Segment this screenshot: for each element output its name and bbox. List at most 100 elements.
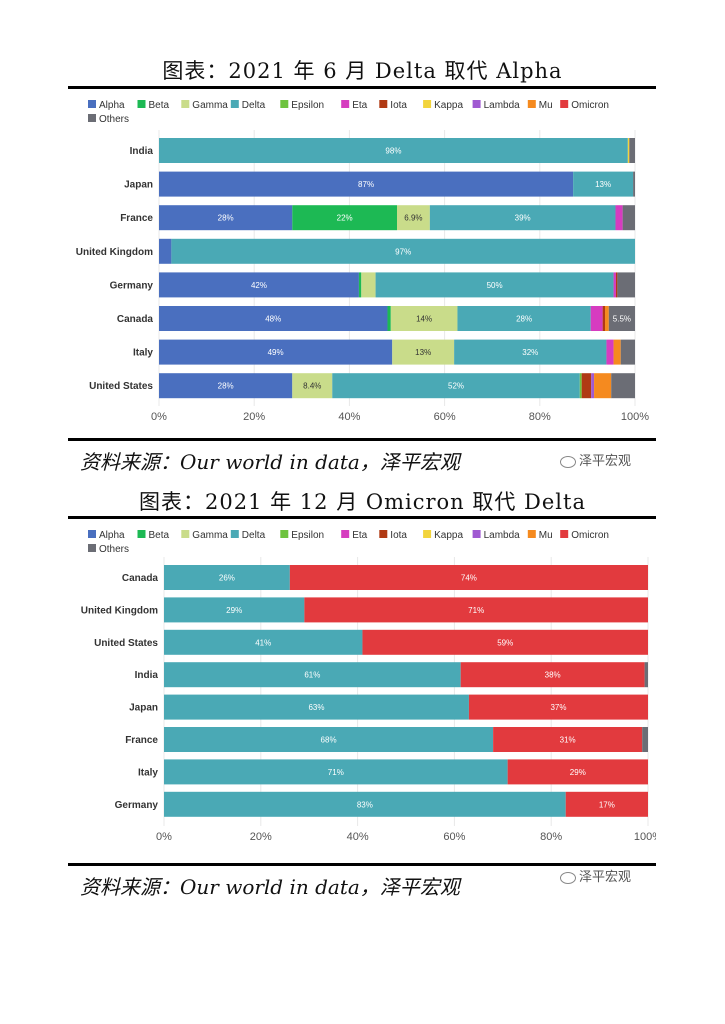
data-label: 48% <box>265 315 281 324</box>
y-category-label: Italy <box>138 767 158 778</box>
wechat-icon <box>560 455 576 468</box>
bar-segment-alpha <box>159 339 393 365</box>
legend-swatch <box>230 100 239 108</box>
y-category-label: United States <box>89 381 153 392</box>
legend-item-omicron: Omicron <box>560 530 609 541</box>
data-label: 71% <box>468 606 484 615</box>
data-label: 14% <box>416 315 432 324</box>
data-label: 17% <box>599 800 615 809</box>
bar-segment-eta <box>590 306 603 331</box>
bar-segment-delta <box>164 565 290 590</box>
y-category-label: Germany <box>110 280 154 291</box>
bar-segment-others <box>611 373 635 399</box>
bar-segment-others <box>644 662 648 688</box>
data-label: 63% <box>308 703 324 712</box>
bar-segment-lambda <box>591 373 595 399</box>
x-tick-label: 20% <box>250 831 272 843</box>
legend-swatch <box>527 100 536 108</box>
bar-segment-omicron <box>507 759 648 785</box>
bar-segment-alpha <box>159 272 359 298</box>
bar-segment-alpha <box>159 306 388 331</box>
legend-swatch <box>88 544 96 552</box>
legend-label: Alpha <box>99 530 125 541</box>
bar-segment-omicron <box>468 694 648 720</box>
data-label: 42% <box>251 281 267 290</box>
data-label: 59% <box>497 638 513 647</box>
bar-segment-others <box>620 339 635 365</box>
data-label: 13% <box>595 180 611 189</box>
bar-segment-others <box>617 272 635 298</box>
bar-segment-kappa <box>627 138 630 163</box>
chart-bottom-plot: Alpha Beta Gamma Delta Epsilon Eta Iota Kappa La… <box>81 530 656 843</box>
legend-swatch <box>472 530 481 538</box>
chart-top-rule-bottom <box>68 438 656 441</box>
bar-segment-eta <box>606 339 614 365</box>
bar-segment-delta <box>332 373 580 399</box>
legend-item-eta: Eta <box>341 100 368 111</box>
y-category-label: United Kingdom <box>76 247 153 258</box>
y-category-label: United States <box>94 638 158 649</box>
legend-item-delta: Delta <box>230 100 266 111</box>
legend-label: Eta <box>352 100 367 111</box>
legend-swatch <box>379 100 388 108</box>
bar-segment-delta <box>164 694 469 720</box>
y-category-label: Japan <box>129 703 158 714</box>
x-tick-label: 100% <box>634 831 656 843</box>
chart-bottom-source: 资料来源：Our world in data，泽平宏观 <box>80 875 460 899</box>
bar-segment-alpha <box>159 205 293 231</box>
y-category-label: India <box>130 146 154 157</box>
legend-swatch <box>341 100 350 108</box>
data-label: 87% <box>358 180 374 189</box>
data-label: 39% <box>515 214 531 223</box>
bar-segment-omicron <box>493 727 643 752</box>
x-tick-label: 20% <box>243 411 265 423</box>
legend-swatch <box>472 100 481 108</box>
bar-segment-delta <box>429 205 616 231</box>
x-tick-label: 60% <box>443 831 465 843</box>
bar-segment-others <box>642 727 648 752</box>
bar-segment-mu <box>594 373 612 399</box>
bar-segment-delta <box>164 759 508 785</box>
legend-label: Gamma <box>192 100 228 111</box>
legend-swatch <box>560 100 569 108</box>
x-tick-label: 40% <box>338 411 360 423</box>
data-label: 32% <box>522 348 538 357</box>
chart-top-title: 图表：2021 年 6 月 Delta 取代 Alpha <box>162 59 563 83</box>
watermark-text: 泽平宏观 <box>579 870 632 885</box>
x-tick-label: 40% <box>347 831 369 843</box>
data-label: 50% <box>487 281 503 290</box>
legend-label: Delta <box>242 530 266 541</box>
bar-segment-delta <box>164 629 363 655</box>
x-tick-label: 100% <box>621 411 649 423</box>
bar-segment-others <box>608 306 635 331</box>
legend-item-delta: Delta <box>230 530 266 541</box>
legend-item-eta: Eta <box>341 530 368 541</box>
data-label: 38% <box>545 671 561 680</box>
data-label: 31% <box>560 736 576 745</box>
x-tick-label: 60% <box>434 411 456 423</box>
legend-swatch <box>560 530 569 538</box>
data-label: 26% <box>219 574 235 583</box>
bar-segment-eta <box>615 205 623 231</box>
data-label: 29% <box>226 606 242 615</box>
data-label: 52% <box>448 382 464 391</box>
bar-segment-delta <box>454 339 607 365</box>
legend-label: Lambda <box>484 530 521 541</box>
data-label: 71% <box>328 768 344 777</box>
legend-item-beta: Beta <box>137 100 170 111</box>
data-label: 83% <box>357 800 373 809</box>
bar-segment-alpha <box>159 373 293 399</box>
legend-swatch <box>181 530 190 538</box>
wechat-icon <box>560 871 576 884</box>
data-label: 74% <box>461 574 477 583</box>
watermark-text: 泽平宏观 <box>579 454 632 469</box>
legend-label: Delta <box>242 100 266 111</box>
y-category-label: United Kingdom <box>81 605 158 616</box>
legend-label: Omicron <box>571 530 609 541</box>
bar-segment-mu <box>605 306 609 331</box>
legend-label: Lambda <box>484 100 521 111</box>
legend-label: Epsilon <box>291 100 324 111</box>
legend-item-iota: Iota <box>379 100 407 111</box>
legend-item-mu: Mu <box>527 530 553 541</box>
legend-swatch <box>181 100 190 108</box>
